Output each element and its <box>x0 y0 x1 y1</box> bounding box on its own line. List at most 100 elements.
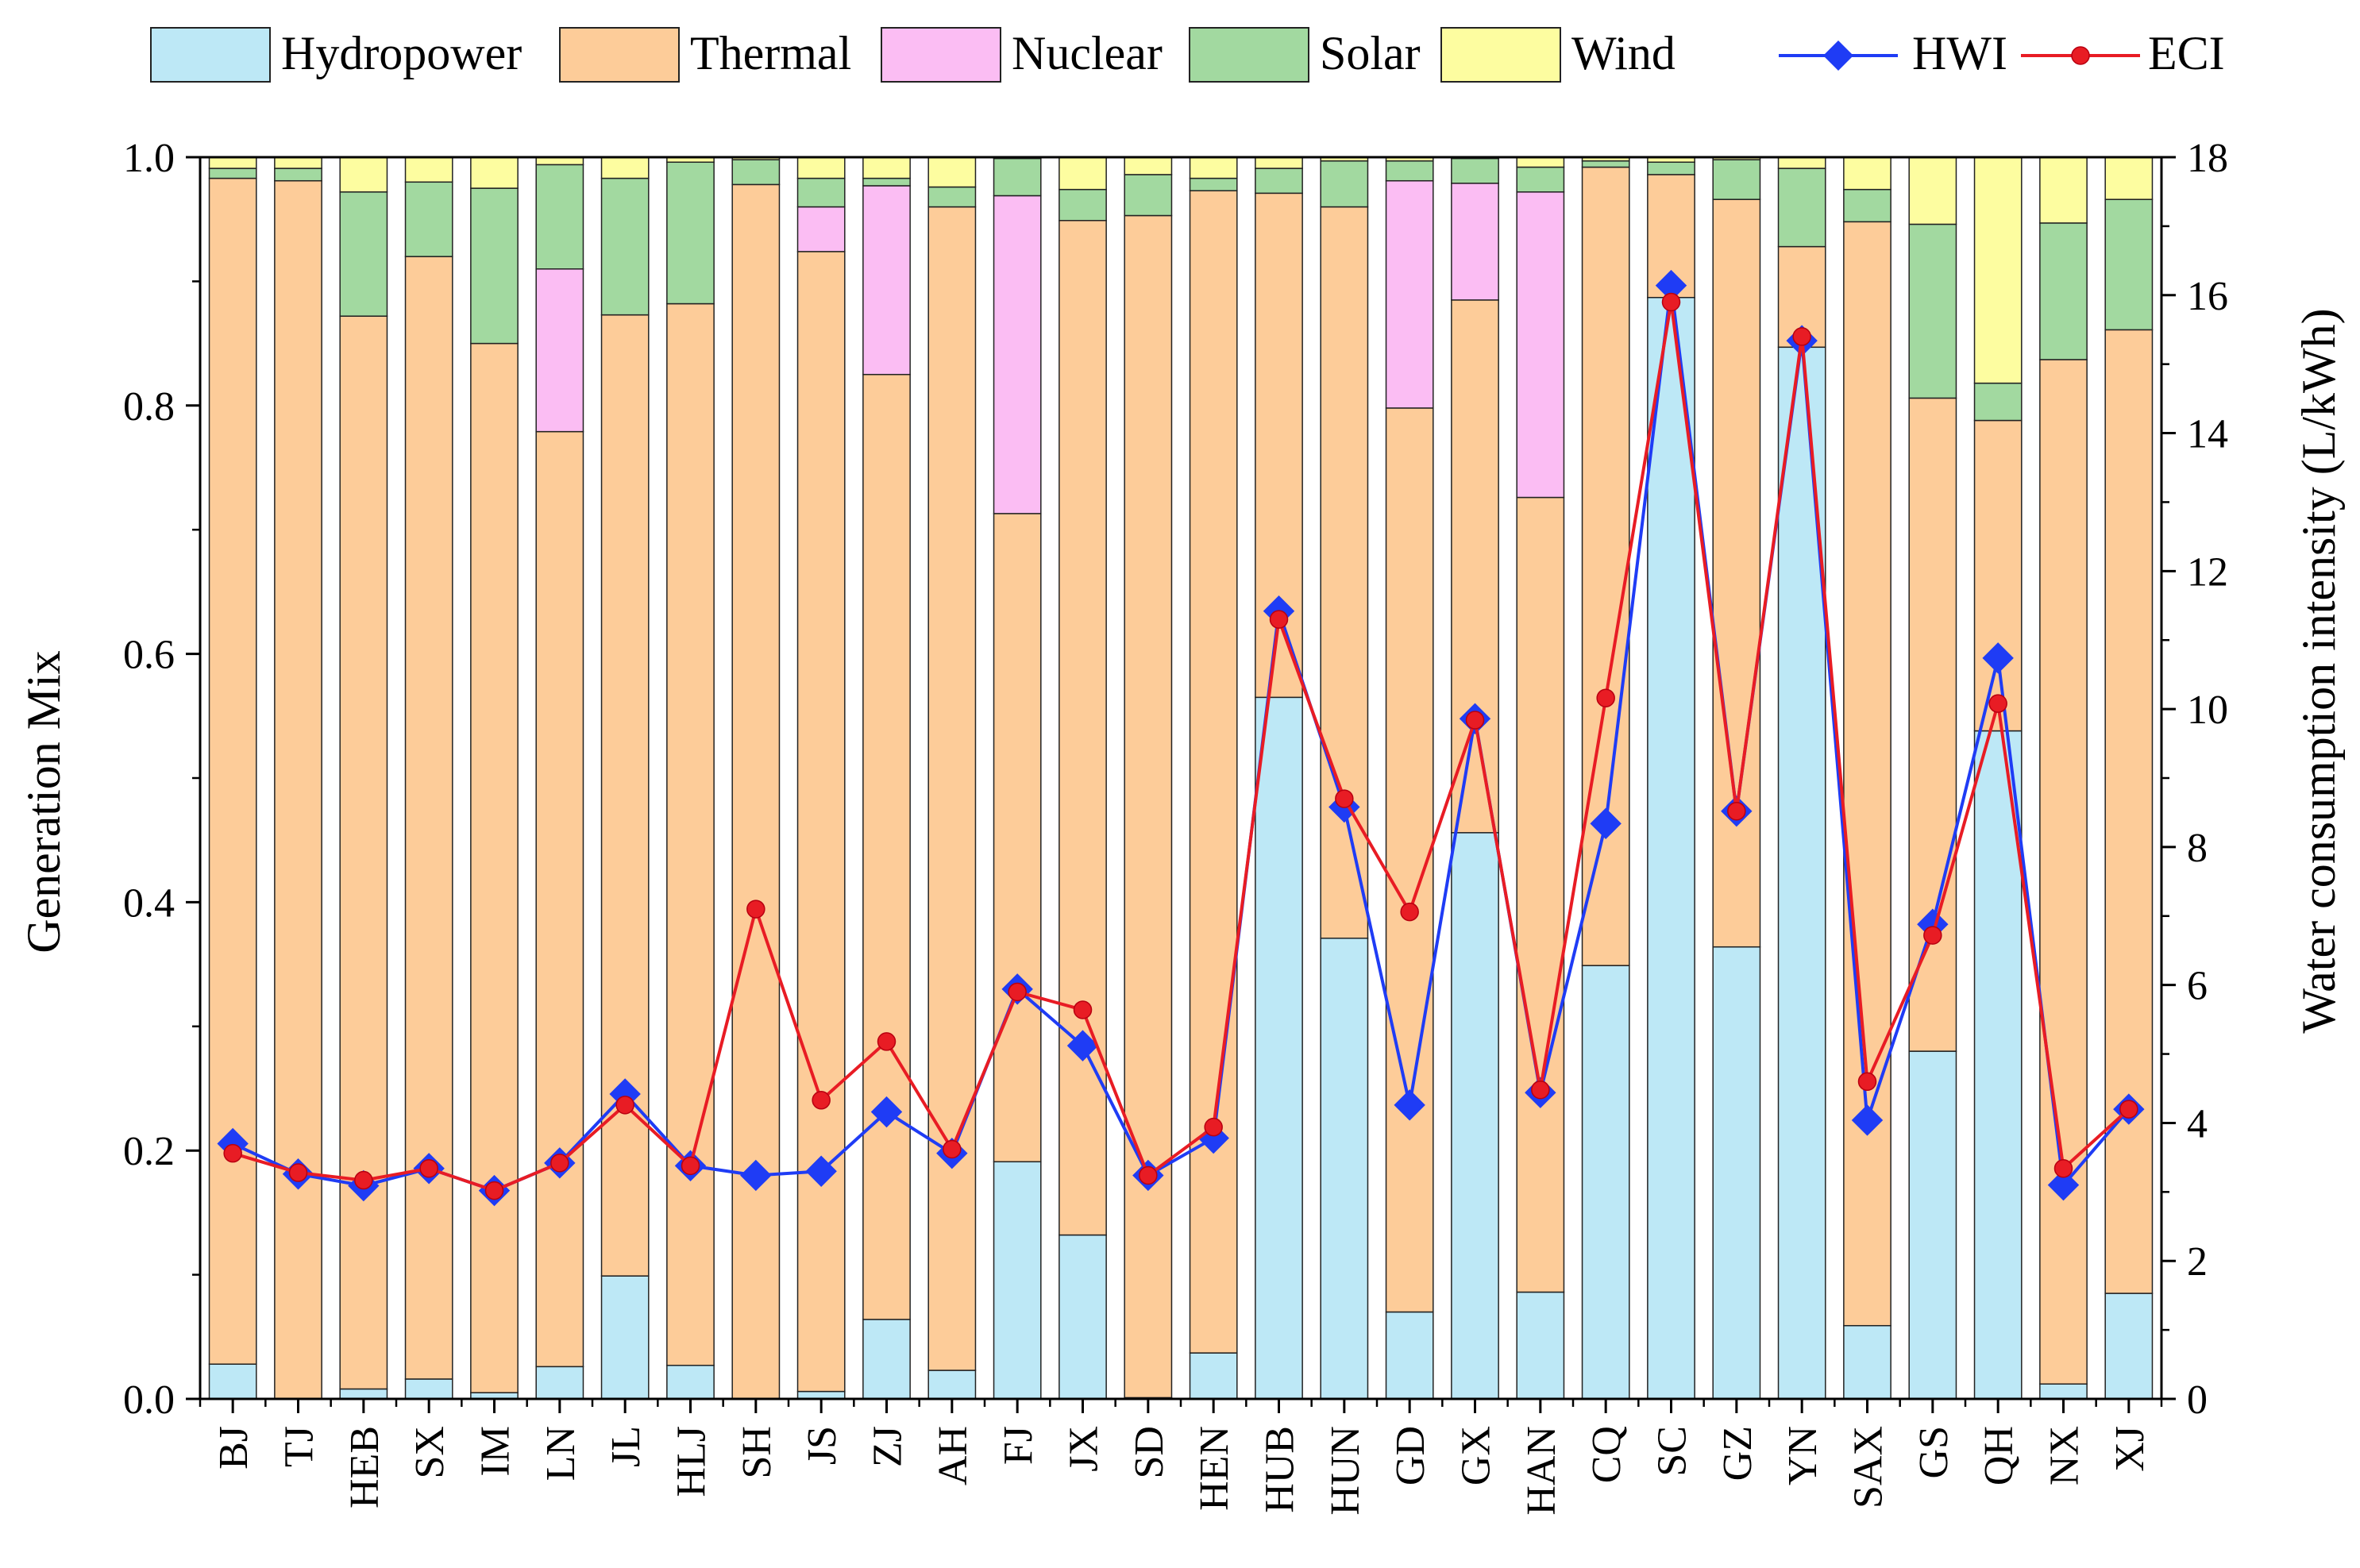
bar-nuclear-zj <box>862 185 911 376</box>
bar-hydropower-sax <box>1843 1324 1891 1400</box>
bar-thermal-fj <box>993 513 1042 1163</box>
x-tick-label-jl: JL <box>603 1426 649 1467</box>
legend-label-thermal: Thermal <box>690 27 851 79</box>
bar-nuclear-gd <box>1385 179 1434 409</box>
x-tick-label-js: JS <box>800 1426 845 1465</box>
bars-layer <box>208 156 2154 1400</box>
point-hwi-cq <box>1590 807 1622 840</box>
y2-tick-label: 4 <box>2187 1101 2208 1146</box>
bar-nuclear-ln <box>535 268 584 433</box>
y-tick-label: 0.6 <box>123 633 175 678</box>
x-tick-label-tj: TJ <box>277 1426 322 1467</box>
point-eci-fj <box>1008 982 1027 1002</box>
x-tick-label-sax: SAX <box>1846 1426 1891 1508</box>
bar-hydropower-heb <box>339 1388 388 1400</box>
bar-solar-sd <box>1124 174 1173 217</box>
point-eci-hun <box>1335 789 1354 808</box>
bar-wind-xj <box>2104 156 2154 200</box>
bar-thermal-sh <box>731 183 781 1400</box>
bar-wind-gs <box>1908 156 1957 225</box>
bar-wind-sax <box>1843 156 1891 191</box>
x-tick-label-hub: HUB <box>1258 1426 1303 1513</box>
point-eci-im <box>484 1181 504 1200</box>
bar-solar-im <box>470 187 519 345</box>
bar-thermal-sax <box>1843 221 1891 1327</box>
y2-axis-title: Water consumption intensity (L/kWh) <box>2293 308 2345 1033</box>
lines-layer <box>217 269 2145 1207</box>
point-eci-sc <box>1661 292 1681 312</box>
point-eci-jl <box>615 1096 634 1115</box>
x-tick-label-heb: HEB <box>342 1426 388 1508</box>
legend-marker-eci <box>2071 46 2090 65</box>
legend-swatch-solar <box>1189 27 1309 83</box>
y-tick-label: 0.4 <box>123 880 175 926</box>
y2-tick-label: 16 <box>2187 274 2228 319</box>
point-eci-gd <box>1400 902 1419 922</box>
line-eci <box>232 302 2131 1192</box>
bar-wind-zj <box>862 156 911 179</box>
point-eci-qh <box>1988 694 2007 713</box>
point-hwi-sax <box>1851 1104 1884 1136</box>
bar-wind-sx <box>404 156 453 183</box>
bar-solar-gz <box>1712 159 1761 200</box>
x-tick-label-yn: YN <box>1780 1426 1826 1485</box>
bar-thermal-sx <box>404 256 453 1380</box>
point-hwi-jx <box>1066 1030 1099 1061</box>
bar-thermal-zj <box>862 373 911 1320</box>
x-tick-label-hlj: HLJ <box>669 1426 715 1497</box>
bar-hydropower-hen <box>1189 1352 1238 1400</box>
bar-hydropower-ah <box>927 1370 977 1400</box>
bar-thermal-gx <box>1451 299 1499 834</box>
bar-wind-jl <box>600 156 650 179</box>
point-eci-sh <box>746 900 765 919</box>
x-tick-label-fj: FJ <box>996 1426 1041 1465</box>
point-eci-cq <box>1596 688 1615 707</box>
bar-hydropower-jl <box>600 1275 650 1400</box>
bar-hydropower-cq <box>1581 965 1630 1400</box>
bar-solar-ah <box>927 186 977 208</box>
y2-tick-label: 8 <box>2187 826 2208 871</box>
x-tick-label-sx: SX <box>407 1426 453 1478</box>
x-tick-label-ln: LN <box>538 1426 584 1481</box>
bar-hydropower-qh <box>1973 730 2023 1400</box>
bar-thermal-js <box>796 251 846 1393</box>
x-tick-label-im: IM <box>473 1426 519 1477</box>
point-eci-nx <box>2053 1159 2073 1178</box>
bar-solar-han <box>1516 166 1565 193</box>
bar-wind-js <box>796 156 846 179</box>
bar-wind-nx <box>2039 156 2088 224</box>
point-eci-js <box>812 1091 831 1110</box>
bar-hydropower-hlj <box>666 1365 715 1400</box>
bar-wind-yn <box>1777 156 1826 169</box>
bar-thermal-hlj <box>666 302 715 1366</box>
point-eci-yn <box>1792 327 1811 346</box>
bar-nuclear-fj <box>993 195 1042 514</box>
point-hwi-nx <box>2047 1169 2080 1201</box>
bar-thermal-jx <box>1059 220 1107 1236</box>
bar-solar-sh <box>731 159 781 186</box>
legend-swatch-thermal <box>559 27 680 83</box>
point-hwi-qh <box>1982 642 2014 674</box>
y-tick-label: 0.2 <box>123 1129 175 1174</box>
bar-thermal-xj <box>2104 329 2154 1294</box>
bar-hydropower-sx <box>404 1378 453 1400</box>
point-hwi-js <box>805 1155 837 1187</box>
bar-wind-sd <box>1124 156 1173 175</box>
bar-solar-bj <box>208 168 257 179</box>
x-tick-label-hun: HUN <box>1323 1426 1368 1516</box>
y2-tick-label: 18 <box>2187 136 2228 181</box>
x-tick-label-gd: GD <box>1388 1426 1433 1485</box>
bar-thermal-bj <box>208 177 257 1365</box>
bar-nuclear-js <box>796 206 846 252</box>
point-eci-zj <box>877 1032 897 1051</box>
bar-thermal-han <box>1516 496 1565 1293</box>
y-tick-label: 0.0 <box>123 1377 175 1423</box>
point-eci-sd <box>1139 1165 1158 1185</box>
legend-label-wind: Wind <box>1571 27 1676 79</box>
bar-thermal-gz <box>1712 198 1761 948</box>
bar-hydropower-nx <box>2039 1383 2088 1400</box>
point-hwi-gd <box>1394 1089 1425 1121</box>
point-hwi-sh <box>740 1159 772 1192</box>
bar-thermal-sd <box>1124 214 1173 1399</box>
